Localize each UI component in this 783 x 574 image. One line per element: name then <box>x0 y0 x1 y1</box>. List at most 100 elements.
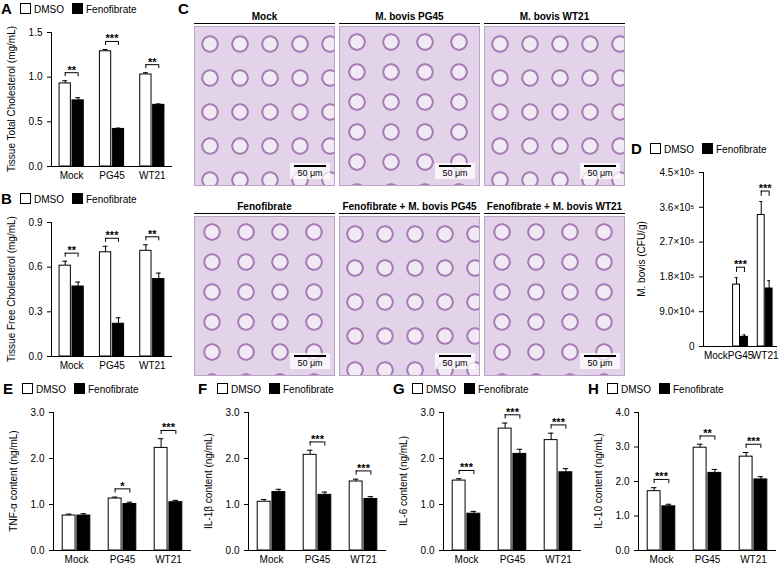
svg-text:WT21: WT21 <box>139 170 166 181</box>
html-text:DMSO: DMSO <box>426 384 456 395</box>
html-text:Fenofibrate: Fenofibrate <box>88 384 139 395</box>
svg-text:Mock: Mock <box>455 554 480 565</box>
svg-text:***: *** <box>506 406 520 418</box>
html-text:B: B <box>1 190 12 207</box>
svg-text:0.0: 0.0 <box>616 545 630 556</box>
html-text:DMSO: DMSO <box>34 194 64 205</box>
svg-text:1.0: 1.0 <box>29 71 43 82</box>
svg-text:0.0: 0.0 <box>29 351 43 362</box>
svg-text:2.0: 2.0 <box>616 476 630 487</box>
html-text:DMSO: DMSO <box>36 384 66 395</box>
html-text:A: A <box>1 0 12 17</box>
html-text:Mock: Mock <box>251 11 278 22</box>
svg-text:2.0: 2.0 <box>226 453 240 464</box>
svg-text:***: *** <box>357 462 371 474</box>
svg-text:PG45: PG45 <box>500 554 526 565</box>
svg-text:**: ** <box>67 244 76 256</box>
svg-text:WT21: WT21 <box>155 554 182 565</box>
html-text:DMSO: DMSO <box>621 384 651 395</box>
svg-text:0.0: 0.0 <box>421 545 435 556</box>
svg-text:0.0: 0.0 <box>29 161 43 172</box>
svg-text:PG45: PG45 <box>99 360 125 371</box>
svg-text:***: *** <box>655 470 669 482</box>
svg-text:PG45: PG45 <box>110 554 136 565</box>
svg-text:**: ** <box>148 228 157 240</box>
svg-text:1.0: 1.0 <box>421 499 435 510</box>
html-text:IL-10 content (ng/mL): IL-10 content (ng/mL) <box>592 433 604 529</box>
svg-text:WT21: WT21 <box>752 350 779 361</box>
svg-text:1.8×10⁵: 1.8×10⁵ <box>659 271 694 282</box>
html-text:D: D <box>631 140 642 157</box>
html-text:IL-6 content (ng/mL): IL-6 content (ng/mL) <box>397 436 409 526</box>
html-text:C: C <box>178 0 189 17</box>
html-text:Tissue Total Cholesterol (mg/m: Tissue Total Cholesterol (mg/mL) <box>5 25 17 173</box>
svg-text:*: * <box>120 480 125 492</box>
svg-text:WT21: WT21 <box>139 360 166 371</box>
svg-text:***: *** <box>747 435 761 447</box>
svg-text:Mock: Mock <box>65 554 90 565</box>
svg-text:***: *** <box>106 32 120 44</box>
svg-text:0.6: 0.6 <box>29 261 43 272</box>
svg-text:WT21: WT21 <box>545 554 572 565</box>
svg-text:Mock: Mock <box>60 360 85 371</box>
svg-text:***: *** <box>734 258 748 270</box>
html-text:Fenofibrate: Fenofibrate <box>86 194 137 205</box>
svg-text:PG45: PG45 <box>695 554 721 565</box>
svg-text:**: ** <box>148 56 157 68</box>
svg-text:3.0: 3.0 <box>421 407 435 418</box>
svg-text:0.3: 0.3 <box>29 306 43 317</box>
svg-text:4.0: 4.0 <box>616 407 630 418</box>
svg-text:3.0: 3.0 <box>31 407 45 418</box>
html-text:TNF-α content (ng/mL): TNF-α content (ng/mL) <box>7 430 19 532</box>
html-text:DMSO: DMSO <box>231 384 261 395</box>
html-text:M. bovis (CFU/g): M. bovis (CFU/g) <box>635 221 647 297</box>
svg-text:0.9: 0.9 <box>29 217 43 228</box>
svg-text:PG45: PG45 <box>728 350 754 361</box>
html-text:IL-1β content (ng/mL): IL-1β content (ng/mL) <box>202 433 214 529</box>
svg-text:2.7×10⁵: 2.7×10⁵ <box>659 236 694 247</box>
html-text:Fenofibrate: Fenofibrate <box>716 144 767 155</box>
svg-text:Mock: Mock <box>650 554 675 565</box>
html-text:Tissue Free Cholesterol (mg/mL: Tissue Free Cholesterol (mg/mL) <box>5 216 17 362</box>
svg-text:**: ** <box>67 64 76 76</box>
svg-text:0.0: 0.0 <box>226 545 240 556</box>
svg-text:**: ** <box>703 427 712 439</box>
svg-text:0.5: 0.5 <box>29 116 43 127</box>
html-text:H: H <box>588 380 599 397</box>
html-text:Fenofibrate: Fenofibrate <box>283 384 334 395</box>
svg-text:1.0: 1.0 <box>616 510 630 521</box>
svg-text:4.5×10⁵: 4.5×10⁵ <box>659 167 694 178</box>
svg-text:1.5: 1.5 <box>29 27 43 38</box>
svg-text:3.0: 3.0 <box>616 441 630 452</box>
html-text:Fenofibrate: Fenofibrate <box>86 4 137 15</box>
svg-text:9.0×10⁴: 9.0×10⁴ <box>659 306 694 317</box>
html-text:Fenofibrate: Fenofibrate <box>478 384 529 395</box>
svg-text:***: *** <box>106 229 120 241</box>
html-text:M. bovis PG45: M. bovis PG45 <box>375 11 444 22</box>
svg-text:***: *** <box>162 421 176 433</box>
svg-text:1.0: 1.0 <box>31 499 45 510</box>
html-text:G: G <box>393 380 405 397</box>
svg-text:WT21: WT21 <box>740 554 767 565</box>
svg-text:***: *** <box>759 182 773 194</box>
svg-text:0.0: 0.0 <box>31 545 45 556</box>
svg-text:Mock: Mock <box>704 350 729 361</box>
svg-text:PG45: PG45 <box>99 170 125 181</box>
html-text:Fenofibrate: Fenofibrate <box>673 384 724 395</box>
svg-text:2.0: 2.0 <box>421 453 435 464</box>
svg-text:PG45: PG45 <box>305 554 331 565</box>
svg-text:1.0: 1.0 <box>226 499 240 510</box>
svg-text:3.0: 3.0 <box>226 407 240 418</box>
svg-text:Mock: Mock <box>60 170 85 181</box>
svg-text:***: *** <box>311 433 325 445</box>
html-text:M. bovis WT21: M. bovis WT21 <box>519 11 590 22</box>
html-text:DMSO: DMSO <box>34 4 64 15</box>
html-text:DMSO: DMSO <box>664 144 694 155</box>
svg-text:3.6×10⁵: 3.6×10⁵ <box>659 202 694 213</box>
svg-text:Mock: Mock <box>260 554 285 565</box>
svg-text:2.0: 2.0 <box>31 453 45 464</box>
svg-text:WT21: WT21 <box>350 554 377 565</box>
svg-text:***: *** <box>460 461 474 473</box>
svg-text:0: 0 <box>689 341 695 352</box>
svg-text:***: *** <box>552 416 566 428</box>
